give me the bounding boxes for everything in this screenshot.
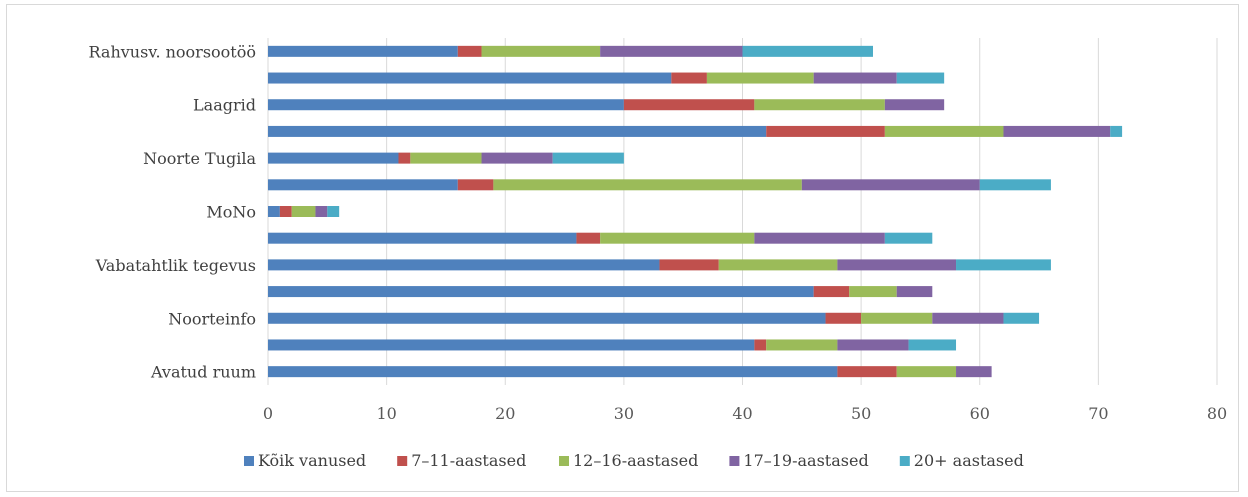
bar-segment-row0-series0 [268,45,458,57]
bar-segment-row3-series4 [1110,125,1123,137]
bar-segment-row10-series4 [1003,312,1040,324]
bar-segment-row5-series1 [457,179,494,191]
category-label: Vabatahtlik tegevus [95,256,256,275]
bar-segment-row6-series3 [315,206,328,217]
bar-segment-row3-series0 [268,125,767,137]
category-label: Rahvusv. noorsootöö [88,42,256,61]
bar-segment-row3-series1 [766,125,885,137]
bar-segment-row0-series1 [457,45,482,57]
category-label: Noorte Tugila [143,149,256,168]
x-tick-label-80: 80 [1207,404,1227,423]
bar-segment-row0-series2 [481,45,601,57]
bar-segment-row11-series1 [754,339,767,351]
bar-segment-row7-series2 [600,232,755,244]
bar-segment-row12-series2 [896,366,957,378]
bar-segment-row11-series2 [766,339,838,351]
x-tick-label-0: 0 [263,404,273,423]
bar-segment-row1-series4 [896,72,945,84]
bar-segment-row8-series0 [268,259,660,271]
bar-segment-row7-series0 [268,232,577,244]
category-labels: Rahvusv. noorsootöö Laagrid Noorte Tugila M… [88,42,256,381]
bar-segment-row1-series0 [268,72,672,84]
legend-swatch-2 [559,456,569,466]
legend-label-1: 7–11-aastased [411,451,526,470]
bar-segment-row12-series3 [956,366,992,378]
bar-segment-row5-series2 [493,179,802,191]
legend-swatch-3 [729,456,740,466]
x-tick-label-60: 60 [970,404,990,423]
bar-segment-row4-series2 [410,152,482,164]
legend-swatch-1 [397,456,408,466]
bar-segment-row2-series1 [623,99,755,111]
x-tick-labels: 0 10 20 30 40 50 60 70 80 [263,404,1227,423]
x-tick-label-20: 20 [495,404,515,423]
bar-segment-row1-series2 [706,72,814,84]
bar-segment-row1-series3 [813,72,897,84]
legend-label-2: 12–16-aastased [573,451,698,470]
bar-segment-row10-series3 [932,312,1004,324]
category-label: MoNo [206,203,256,222]
x-tick-label-40: 40 [732,404,752,423]
legend: Kõik vanused 7–11-aastased 12–16-aastased 1… [244,451,1024,470]
bar-segment-row5-series3 [801,179,980,191]
bar-segment-row8-series3 [837,259,957,271]
bar-segment-row2-series2 [754,99,885,111]
bars [268,45,1123,378]
bar-segment-row11-series4 [908,339,957,351]
bar-segment-row2-series0 [268,99,624,111]
bar-segment-row6-series2 [291,206,316,217]
bar-segment-row6-series4 [327,206,340,217]
bar-segment-row4-series3 [481,152,553,164]
bar-segment-row4-series1 [398,152,411,164]
bar-segment-row8-series4 [956,259,1051,271]
stacked-bar-chart: Rahvusv. noorsootöö Laagrid Noorte Tugila M… [88,38,1227,470]
bar-segment-row5-series4 [979,179,1051,191]
bar-segment-row9-series3 [896,286,933,298]
category-label: Avatud ruum [150,363,256,382]
bar-segment-row7-series4 [884,232,933,244]
bar-segment-row4-series4 [552,152,624,164]
legend-label-3: 17–19-aastased [743,451,868,470]
bar-segment-row6-series0 [268,206,280,217]
bar-segment-row0-series4 [742,45,873,57]
gridlines [267,38,1218,385]
category-label: Laagrid [193,96,256,115]
bar-segment-row1-series1 [671,72,707,84]
bar-segment-row7-series1 [576,232,601,244]
bar-segment-row8-series2 [718,259,838,271]
legend-swatch-0 [244,456,254,466]
bar-segment-row5-series0 [268,179,458,191]
x-tick-label-30: 30 [614,404,634,423]
legend-label-0: Kõik vanused [258,451,366,470]
bar-segment-row10-series2 [861,312,933,324]
bar-segment-row10-series0 [268,312,826,324]
bar-segment-row11-series3 [837,339,909,351]
bar-segment-row2-series3 [884,99,945,111]
x-tick-label-10: 10 [376,404,396,423]
bar-segment-row10-series1 [825,312,862,324]
bar-segment-row0-series3 [600,45,743,57]
bar-segment-row7-series3 [754,232,885,244]
bar-segment-row4-series0 [268,152,399,164]
bar-segment-row12-series0 [268,366,838,378]
category-label: Noorteinfo [168,309,256,328]
x-tick-label-50: 50 [851,404,871,423]
bar-segment-row3-series3 [1003,125,1111,137]
legend-label-4: 20+ aastased [914,451,1024,470]
legend-swatch-4 [899,456,910,466]
x-tick-label-70: 70 [1088,404,1108,423]
bar-segment-row9-series1 [813,286,850,298]
bar-segment-row9-series0 [268,286,814,298]
bar-segment-row9-series2 [849,286,897,298]
bar-segment-row11-series0 [268,339,755,351]
bar-segment-row6-series1 [279,206,292,217]
bar-segment-row3-series2 [884,125,1004,137]
bar-segment-row12-series1 [837,366,897,378]
chart-frame: Rahvusv. noorsootöö Laagrid Noorte Tugila M… [6,4,1239,492]
bar-segment-row8-series1 [659,259,719,271]
